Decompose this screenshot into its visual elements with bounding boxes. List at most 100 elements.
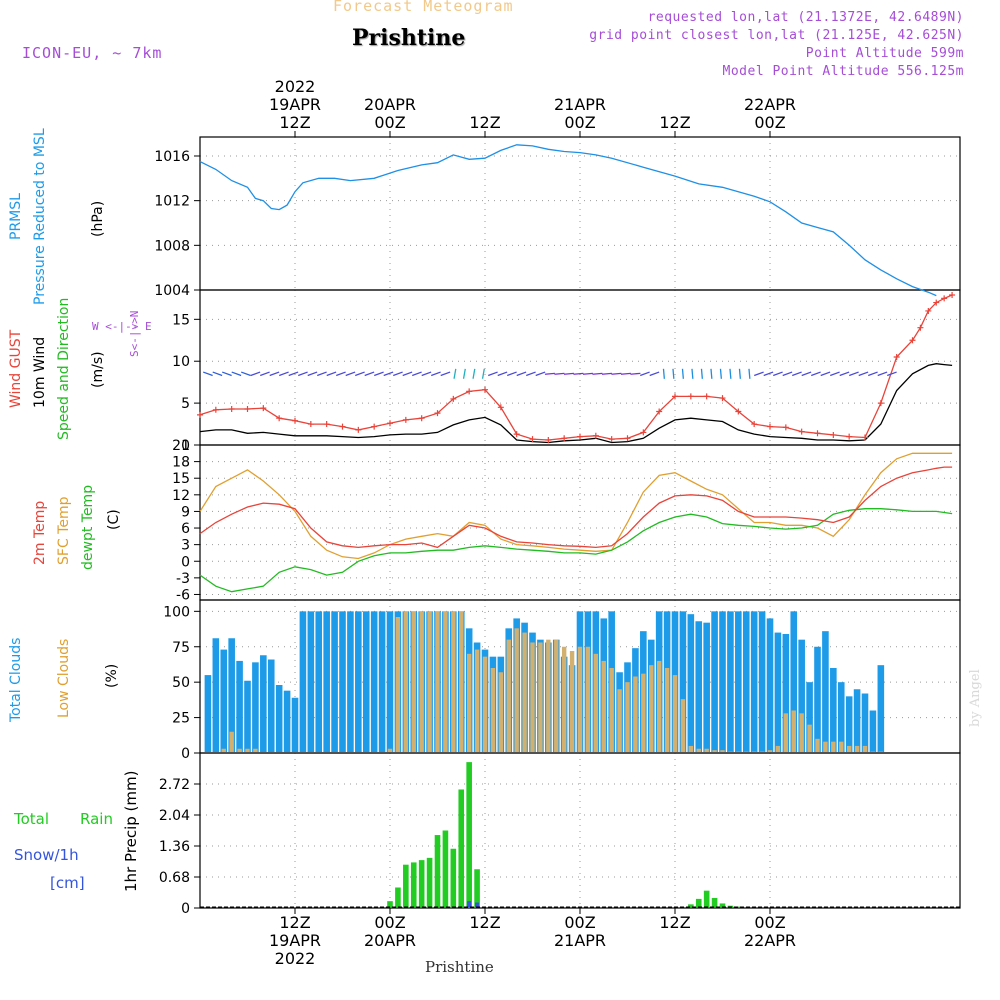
wind-direction-arrow [620, 372, 631, 375]
panel-frame [199, 136, 961, 291]
y-tick-label: 50 [172, 675, 190, 691]
grid-coords: grid point closest lon,lat (21.125E, 42.… [589, 28, 964, 43]
wind-direction-arrow [462, 368, 466, 379]
wind-direction-arrow [611, 372, 622, 375]
low-cloud-bar [443, 611, 448, 752]
total-cloud-bar [774, 632, 782, 752]
bottom-time-label: 2022 [275, 949, 316, 968]
footer-location: Prishtine [425, 958, 494, 976]
gust-marker [846, 433, 853, 440]
bottom-time-label: 21APR [554, 931, 606, 950]
low-cloud-bar [680, 699, 686, 752]
total-cloud-bar [267, 659, 275, 752]
low-cloud-bar [577, 646, 583, 752]
total-cloud-bar [679, 611, 687, 752]
rain-bar [703, 890, 710, 907]
rain-bar [418, 860, 425, 907]
low-cloud-bar [538, 642, 543, 752]
gust-line [199, 294, 953, 441]
wind-direction-arrow [307, 371, 318, 377]
top-time-label: 12Z [469, 113, 500, 132]
gust-marker [767, 423, 773, 430]
low-cloud-bar [522, 632, 527, 752]
chart-subtitle: Forecast Meteogram [333, 0, 514, 15]
rain-bar [466, 762, 472, 907]
gust-marker [276, 415, 283, 422]
wind-direction-arrow [877, 371, 888, 377]
y-tick-label: 15 [172, 471, 190, 487]
gust-marker [782, 424, 789, 431]
y-tick-label: 0.68 [159, 870, 190, 886]
low-cloud-bar [546, 639, 551, 752]
total-cloud-bar [370, 611, 378, 752]
wind-direction-arrow [772, 371, 783, 377]
total-cloud-bar [331, 611, 338, 752]
total-cloud-bar [347, 611, 354, 752]
y-tick-label: 1012 [154, 194, 190, 210]
rain-bar [458, 789, 465, 907]
panel-0: 1004 1008 1012 1016 [154, 136, 961, 299]
wind-direction-arrow [662, 368, 665, 379]
wind-direction-arrow [453, 368, 457, 379]
y-tick-label: 1.36 [159, 839, 190, 855]
total-cloud-bar [339, 611, 346, 752]
panel-4: 0 0.68 1.36 2.04 2.72 [159, 752, 961, 917]
gust-marker [339, 423, 346, 430]
low-cloud-bar [617, 689, 622, 752]
gust-marker [608, 436, 615, 443]
model-altitude: Model Point Altitude 556.125m [722, 64, 964, 79]
y-tick-label: 3 [181, 538, 190, 554]
gust-marker [735, 408, 742, 415]
total-cloud-bar [782, 634, 790, 752]
rain-bar [450, 848, 457, 907]
y-tick-label: 6 [181, 521, 190, 537]
gust-marker [497, 404, 504, 411]
gust-marker [909, 337, 916, 344]
panel-1: 0 5 10 15 [172, 289, 961, 454]
total-cloud-bar [220, 649, 228, 752]
wind-direction-arrow [649, 371, 660, 377]
low-cloud-bar [411, 611, 416, 752]
wind-direction-arrow [738, 368, 741, 379]
total-cloud-bar [845, 696, 853, 752]
y-tick-label: 9 [181, 504, 190, 520]
total-cloud-bar [386, 611, 394, 752]
total-cloud-bar [758, 611, 766, 752]
wind-direction-arrow [630, 372, 641, 375]
gust-marker [466, 388, 473, 395]
wind-direction-arrow [383, 371, 394, 377]
low-cloud-bar [229, 731, 234, 752]
rain-bar [434, 835, 441, 907]
y-tick-label: -6 [176, 587, 190, 603]
wind-direction-arrow [430, 371, 441, 377]
wind-direction-arrow [497, 371, 508, 377]
rain-bar [711, 897, 718, 907]
wind-direction-arrow [729, 368, 732, 379]
wind-direction-arrow [240, 371, 251, 377]
bottom-time-label: 22APR [744, 931, 796, 950]
total-cloud-bar [703, 622, 710, 752]
low-cloud-bar [435, 611, 440, 752]
wind-direction-arrow [858, 371, 869, 377]
total-cloud-bar [869, 710, 877, 752]
gust-marker [687, 393, 694, 400]
dewpt-line [199, 508, 953, 593]
low-cloud-bar [641, 673, 646, 752]
top-time-label: 00Z [564, 113, 595, 132]
gust-marker [672, 393, 678, 400]
low-cloud-bar [720, 750, 725, 752]
wind-direction-arrow [354, 371, 365, 377]
wind-direction-arrow [691, 368, 694, 379]
low-cloud-bar [506, 639, 511, 752]
rain-bar [426, 857, 433, 907]
low-cloud-bar [601, 660, 606, 752]
gust-marker [925, 307, 932, 314]
total-cloud-bar [814, 646, 821, 752]
total-cloud-bar [260, 655, 267, 752]
wind-direction-arrow [700, 368, 703, 379]
total-cloud-bar [806, 682, 813, 752]
total-cloud-bar [283, 690, 291, 752]
bottom-time-label: 12Z [469, 913, 500, 932]
top-time-label: 00Z [374, 113, 405, 132]
